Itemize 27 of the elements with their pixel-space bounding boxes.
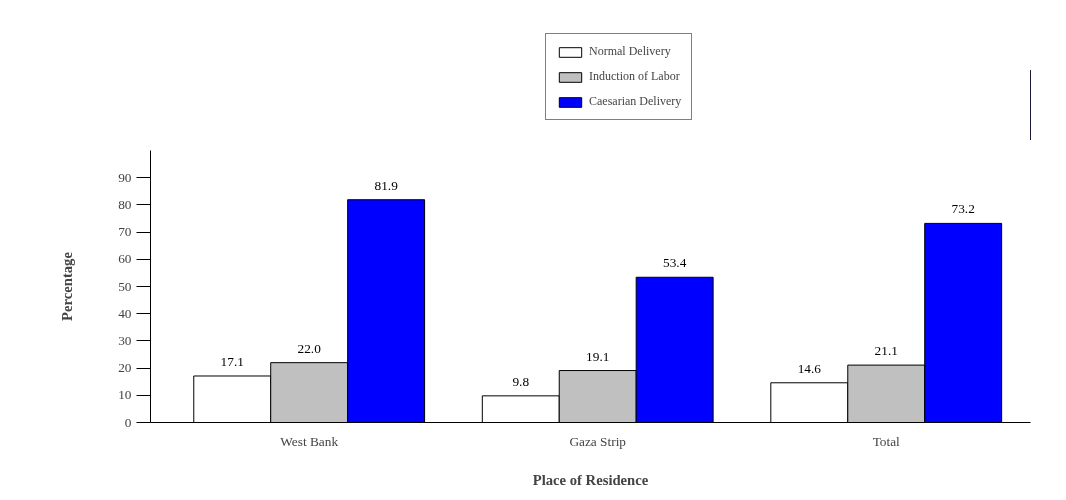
y-tick-label: 50 <box>118 278 132 294</box>
data-label: 22.0 <box>297 340 322 356</box>
y-axis-title: Percentage <box>59 251 76 321</box>
y-tick-label: 70 <box>118 224 132 240</box>
data-label: 53.4 <box>662 255 687 271</box>
legend-label: Normal Delivery <box>589 44 671 59</box>
data-label: 73.2 <box>951 201 975 217</box>
y-tick-label: 60 <box>118 251 132 267</box>
x-tick-label: West Bank <box>280 433 339 449</box>
data-label: 17.1 <box>220 353 244 369</box>
y-tick-label: 40 <box>118 305 132 321</box>
x-tick-label: Gaza Strip <box>569 433 627 449</box>
x-tick-label: Total <box>872 433 901 449</box>
y-tick-label: 10 <box>118 387 132 403</box>
y-tick-label: 20 <box>118 360 132 376</box>
data-label: 9.8 <box>512 373 530 389</box>
legend-label: Caesarian Delivery <box>589 94 682 109</box>
data-label: 19.1 <box>586 348 610 364</box>
data-label: 21.1 <box>874 343 898 359</box>
y-tick-label: 80 <box>118 196 132 212</box>
y-tick-label: 90 <box>118 169 132 185</box>
data-label: 14.6 <box>797 360 822 376</box>
legend-label: Induction of Labor <box>589 69 680 84</box>
x-axis-title: Place of Residence <box>532 471 649 488</box>
y-tick-label: 0 <box>124 414 132 430</box>
data-label: 81.9 <box>374 177 399 193</box>
y-tick-label: 30 <box>118 332 132 348</box>
